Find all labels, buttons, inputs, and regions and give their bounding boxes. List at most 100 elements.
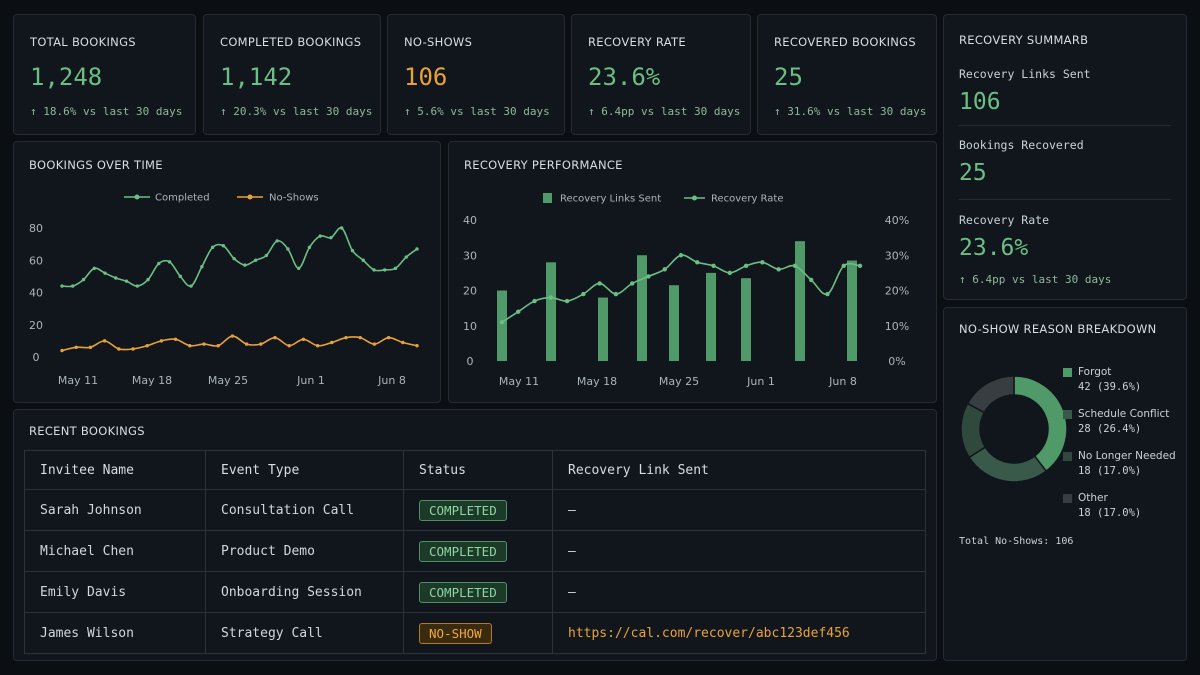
- data-point: [841, 263, 846, 269]
- data-point: [415, 344, 419, 348]
- arrow-up-icon: ↑: [30, 105, 37, 118]
- data-point: [117, 347, 121, 351]
- bar: [706, 272, 716, 361]
- table-row[interactable]: Sarah Johnson Consultation Call COMPLETE…: [24, 489, 926, 531]
- x-tick-label: Jun 1: [296, 374, 325, 387]
- y-tick-label: 30: [463, 249, 477, 262]
- series-line-completed: [61, 226, 418, 288]
- legend-item-forgot: Forgot 42 (39.6%): [1063, 366, 1142, 393]
- kpi-label: COMPLETED BOOKINGS: [220, 35, 362, 49]
- data-point: [286, 247, 290, 251]
- recovery-link: —: [552, 530, 926, 572]
- kpi-delta-text: 18.6% vs last 30 days: [43, 105, 183, 118]
- data-point: [71, 284, 75, 288]
- data-point: [339, 226, 344, 230]
- x-tick-label: May 25: [659, 375, 699, 388]
- y-tick-label: 60: [29, 254, 43, 267]
- recent-bookings-title: RECENT BOOKINGS: [29, 424, 145, 438]
- legend-rate-marker: [692, 195, 697, 201]
- data-point: [372, 268, 376, 272]
- data-point: [221, 244, 226, 248]
- x-tick-label: May 11: [58, 374, 98, 387]
- data-point: [393, 266, 398, 271]
- data-point: [330, 340, 334, 345]
- legend-links-swatch: [543, 193, 552, 203]
- y-tick-label: 20: [29, 319, 43, 332]
- no-show-breakdown-title: NO-SHOW REASON BREAKDOWN: [959, 322, 1157, 336]
- legend-rate-label: Recovery Rate: [711, 194, 783, 205]
- data-point: [230, 334, 235, 338]
- y-tick-label: 80: [29, 222, 43, 235]
- data-point: [124, 279, 129, 283]
- kpi-delta: ↑ 5.6% vs last 30 days: [404, 105, 550, 118]
- data-point: [825, 291, 830, 297]
- kpi-total-bookings: TOTAL BOOKINGS 1,248 ↑ 18.6% vs last 30 …: [13, 14, 196, 135]
- column-header-recovery-link[interactable]: Recovery Link Sent: [552, 450, 926, 490]
- status-badge: COMPLETED: [419, 499, 507, 521]
- recovery-link: —: [552, 489, 926, 531]
- invitee-name: Sarah Johnson: [24, 489, 206, 531]
- data-point: [287, 344, 291, 348]
- data-point: [358, 335, 362, 340]
- data-point: [383, 268, 387, 272]
- status-cell: COMPLETED: [403, 530, 553, 572]
- recovery-summary-title: RECOVERY SUMMARB: [959, 33, 1089, 47]
- legend-item-detail: 42 (39.6%): [1078, 381, 1142, 393]
- recovery-link-cell: https://cal.com/recover/abc123def456: [552, 612, 926, 654]
- y2-tick-label: 10%: [885, 320, 909, 333]
- kpi-label: NO-SHOWS: [404, 35, 473, 49]
- divider: [959, 125, 1171, 126]
- x-tick-label: Jun 8: [828, 375, 857, 388]
- table-row[interactable]: Emily Davis Onboarding Session COMPLETED…: [24, 571, 926, 613]
- column-header-event-type[interactable]: Event Type: [205, 450, 404, 490]
- bookings-chart-title: BOOKINGS OVER TIME: [29, 158, 163, 172]
- data-point: [532, 298, 537, 304]
- kpi-label: RECOVERED BOOKINGS: [774, 35, 916, 49]
- column-header-invitee[interactable]: Invitee Name: [24, 450, 206, 490]
- recovery-chart-title: RECOVERY PERFORMANCE: [464, 158, 623, 172]
- event-type: Strategy Call: [205, 612, 404, 654]
- x-tick-label: May 18: [132, 374, 172, 387]
- data-point: [727, 270, 733, 276]
- arrow-up-icon: ↑: [404, 105, 411, 118]
- bar: [637, 255, 647, 361]
- bar: [546, 262, 556, 361]
- kpi-value: 25: [774, 63, 803, 91]
- data-point: [60, 284, 64, 288]
- column-header-status[interactable]: Status: [403, 450, 553, 490]
- arrow-up-icon: ↑: [588, 105, 595, 118]
- data-point: [597, 281, 602, 286]
- bar: [497, 290, 507, 361]
- data-point: [548, 295, 554, 300]
- legend-links-label: Recovery Links Sent: [560, 194, 661, 205]
- legend-completed-marker: [134, 194, 140, 200]
- legend-item-other: Other 18 (17.0%): [1063, 492, 1141, 519]
- x-tick-label: Jun 8: [377, 374, 406, 387]
- arrow-up-icon: ↑: [959, 273, 966, 286]
- data-point: [361, 258, 365, 262]
- data-point: [499, 320, 505, 325]
- data-point: [216, 344, 220, 348]
- legend-item-label: Schedule Conflict: [1078, 408, 1170, 420]
- kpi-value: 1,142: [220, 63, 293, 91]
- recovery-summary-panel: RECOVERY SUMMARB Recovery Links Sent 106…: [943, 14, 1187, 300]
- invitee-name: Michael Chen: [24, 530, 206, 572]
- data-point: [74, 345, 78, 350]
- recovery-rate-label: Recovery Rate: [959, 213, 1050, 227]
- data-point: [103, 271, 107, 275]
- data-point: [273, 335, 277, 340]
- event-type: Product Demo: [205, 530, 404, 572]
- table-row[interactable]: James Wilson Strategy Call NO-SHOW https…: [24, 612, 926, 654]
- data-point: [264, 253, 269, 258]
- kpi-completed-bookings: COMPLETED BOOKINGS 1,142 ↑ 20.3% vs last…: [203, 14, 381, 135]
- table-row[interactable]: Michael Chen Product Demo COMPLETED —: [24, 530, 926, 572]
- data-point: [296, 266, 301, 271]
- data-point: [307, 245, 312, 250]
- data-point: [629, 281, 635, 286]
- data-point: [178, 274, 183, 279]
- recovery-link[interactable]: https://cal.com/recover/abc123def456: [568, 625, 850, 641]
- recovery-rate-delta: ↑ 6.4pp vs last 30 days: [959, 273, 1111, 286]
- legend-swatch: [1063, 368, 1072, 377]
- recovery-rate-value: 23.6%: [959, 235, 1029, 261]
- data-point: [760, 260, 765, 265]
